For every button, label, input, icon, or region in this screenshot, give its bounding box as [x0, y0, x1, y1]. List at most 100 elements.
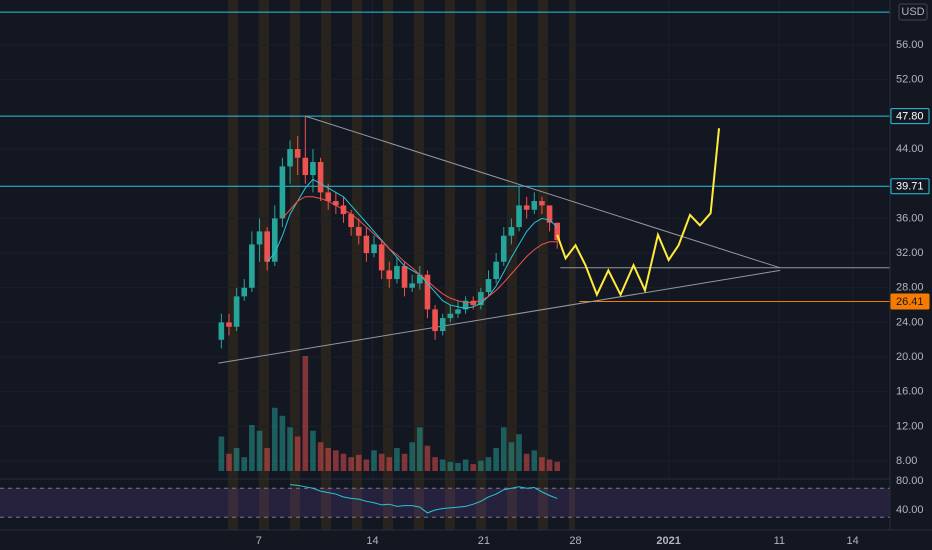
trendline [305, 115, 781, 269]
candle-body [439, 318, 446, 332]
candle-body [218, 322, 225, 340]
candle-body [432, 309, 438, 332]
volume-bar [249, 425, 255, 471]
volume-bar [340, 453, 347, 471]
volume-bar [470, 464, 477, 471]
x-tick-label: 28 [569, 535, 581, 547]
axes: 56.00 52.00 44.00 36.00 32.00 28.00 24.00 20.00… [256, 39, 930, 547]
x-tick-label: 21 [478, 535, 490, 547]
volume-bar [226, 453, 232, 471]
volume-bar [256, 430, 263, 471]
volume-bar [424, 445, 431, 471]
volume-bar [264, 448, 270, 471]
price-label: 47.80 [896, 111, 924, 123]
volume-bar [317, 442, 324, 471]
volume-bar [386, 457, 393, 471]
rsi-tick-label: 80.00 [896, 475, 924, 487]
candle-body [546, 205, 553, 223]
x-tick-label: 2021 [656, 535, 680, 547]
candle-body [485, 279, 492, 293]
rsi-line [290, 484, 558, 514]
price-label-box [890, 293, 930, 310]
volume-bar [531, 450, 538, 471]
price-pane [0, 11, 890, 471]
price-label: 39.71 [896, 181, 924, 193]
volume-bar [371, 450, 377, 471]
x-tick-label: 7 [256, 535, 262, 547]
volume-bar [447, 461, 454, 471]
volume-bar [233, 448, 240, 471]
y-tick-label: 8.00 [896, 455, 917, 467]
volume-bar [218, 436, 225, 471]
y-tick-label: 36.00 [896, 212, 924, 224]
y-tick-label: 56.00 [896, 39, 924, 51]
candle-body [317, 162, 324, 193]
y-tick-label: 16.00 [896, 386, 924, 398]
volume-bar [333, 450, 339, 471]
candle-body [493, 261, 499, 280]
candle-body [264, 231, 270, 262]
x-tick-label: 14 [846, 535, 858, 547]
volume-bar [478, 460, 484, 471]
candle-body [394, 266, 400, 280]
volume-bar [508, 442, 515, 471]
candle-body [371, 244, 377, 254]
candle-body [508, 227, 515, 236]
candle-body [455, 309, 461, 314]
candle-body [539, 201, 545, 206]
volume-bar [485, 457, 492, 471]
candle-body [302, 157, 309, 176]
volume-bar [516, 434, 522, 471]
price-label-box [890, 108, 930, 125]
currency-box[interactable] [898, 3, 928, 21]
volume-bar [493, 448, 499, 471]
volume-bar [348, 457, 354, 471]
volume-bar [554, 461, 561, 471]
candle-body [355, 227, 362, 236]
candle-body [348, 214, 354, 228]
candle-body [531, 201, 538, 210]
volume-bar [310, 430, 316, 471]
volume-bar [378, 453, 385, 471]
volume-bar [546, 459, 553, 471]
x-tick-label: 14 [366, 535, 378, 547]
candle-body [478, 292, 484, 306]
volume-bar [439, 459, 446, 471]
candle-body [249, 244, 255, 288]
volume-bar [462, 459, 469, 471]
volume-bar [294, 436, 301, 471]
candle-body [325, 192, 332, 202]
moving-average [282, 196, 558, 303]
candle-body [554, 222, 561, 241]
candle-body [294, 149, 301, 158]
price-label: 26.41 [896, 296, 924, 308]
candle-body [233, 296, 240, 327]
candle-body [271, 218, 278, 262]
candle-body [447, 313, 454, 319]
candle-body [241, 287, 248, 297]
volume-bar [271, 407, 278, 471]
candle-body [523, 205, 530, 210]
volume-bar [417, 427, 423, 471]
candle-body [378, 244, 385, 271]
volume-bar [432, 457, 438, 471]
projection-drawing [556, 128, 721, 298]
candle-body [409, 283, 415, 288]
candle-body [386, 270, 393, 280]
candle-body [226, 322, 232, 327]
volume-bar [539, 457, 545, 471]
rsi-band [0, 488, 890, 518]
candle-body [363, 235, 370, 254]
volume-bar [279, 415, 286, 471]
y-tick-label: 12.00 [896, 420, 924, 432]
y-tick-label: 28.00 [896, 282, 924, 294]
candle-body [462, 300, 469, 310]
candle-body [333, 201, 339, 206]
y-tick-label: 44.00 [896, 143, 924, 155]
volume-bar [500, 427, 507, 471]
y-tick-label: 24.00 [896, 316, 924, 328]
volume-bar [325, 448, 332, 471]
volume-bar [355, 454, 362, 471]
volume-bar [287, 427, 293, 471]
trendline [218, 269, 781, 364]
